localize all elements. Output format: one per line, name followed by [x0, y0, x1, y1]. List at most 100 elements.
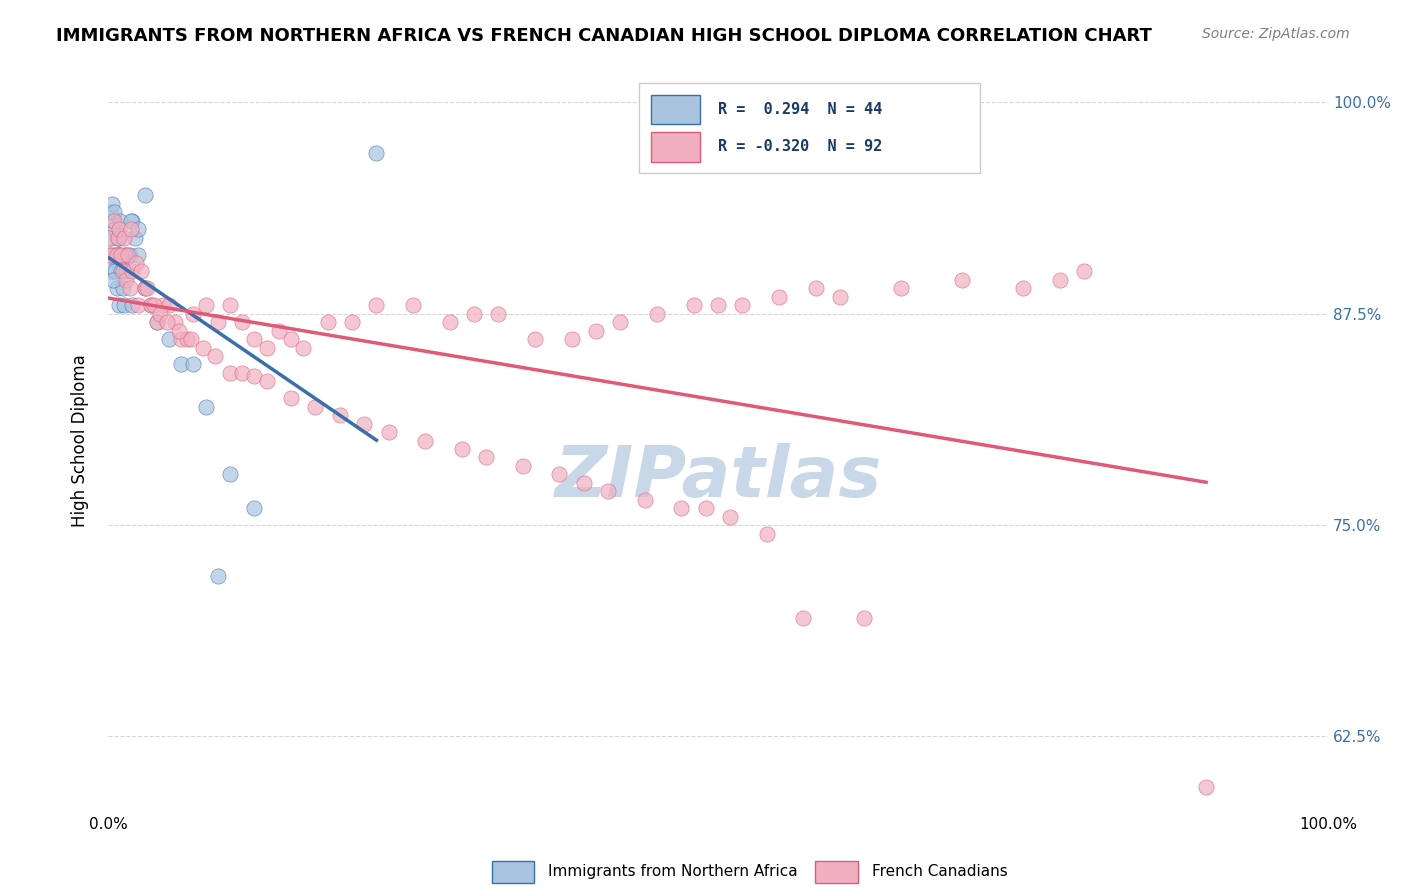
Y-axis label: High School Diploma: High School Diploma — [72, 354, 89, 527]
Point — [100, 205, 122, 219]
Point — [118, 247, 141, 261]
Point — [243, 369, 266, 384]
Point — [108, 213, 131, 227]
Point — [121, 264, 143, 278]
Point — [755, 526, 778, 541]
Point — [707, 298, 730, 312]
Point — [108, 298, 131, 312]
Point — [170, 332, 193, 346]
Text: R = -0.320  N = 92: R = -0.320 N = 92 — [718, 139, 883, 154]
Point — [143, 298, 166, 312]
Point — [100, 230, 122, 244]
Text: French Canadians: French Canadians — [872, 864, 1008, 879]
Point — [267, 324, 290, 338]
Point — [115, 273, 138, 287]
Point — [121, 213, 143, 227]
Point — [1195, 780, 1218, 794]
Point — [366, 146, 388, 161]
Point — [117, 247, 139, 261]
Point — [1012, 281, 1035, 295]
Point — [183, 307, 205, 321]
FancyBboxPatch shape — [638, 83, 980, 173]
Point — [548, 467, 571, 482]
Point — [152, 298, 174, 312]
Point — [890, 281, 912, 295]
Point — [121, 298, 143, 312]
Point — [561, 332, 583, 346]
Point — [111, 264, 134, 278]
Point — [524, 332, 547, 346]
Point — [104, 264, 127, 278]
Point — [157, 332, 180, 346]
Point — [439, 315, 461, 329]
Point — [100, 264, 122, 278]
Point — [101, 213, 124, 227]
Point — [256, 375, 278, 389]
Point — [118, 281, 141, 295]
Point — [280, 391, 302, 405]
Point — [165, 315, 187, 329]
Point — [98, 247, 121, 261]
Point — [731, 298, 754, 312]
Point — [950, 273, 973, 287]
FancyBboxPatch shape — [651, 95, 700, 124]
Point — [139, 298, 162, 312]
Point — [120, 222, 142, 236]
Point — [231, 315, 253, 329]
Point — [103, 213, 125, 227]
Point — [115, 264, 138, 278]
Point — [402, 298, 425, 312]
Point — [377, 425, 399, 439]
Point — [463, 307, 485, 321]
Text: ZIPatlas: ZIPatlas — [554, 443, 882, 512]
Point — [609, 315, 631, 329]
Point — [170, 358, 193, 372]
Point — [804, 281, 827, 295]
Point — [572, 475, 595, 490]
Point — [634, 492, 657, 507]
Point — [108, 247, 131, 261]
Point — [108, 247, 131, 261]
Point — [111, 281, 134, 295]
Point — [100, 196, 122, 211]
Point — [146, 315, 169, 329]
Text: Immigrants from Northern Africa: Immigrants from Northern Africa — [548, 864, 799, 879]
Point — [110, 264, 132, 278]
Point — [105, 281, 128, 295]
Point — [134, 188, 156, 202]
Point — [176, 332, 198, 346]
Point — [488, 307, 510, 321]
Point — [101, 273, 124, 287]
Point — [219, 298, 242, 312]
Point — [108, 230, 131, 244]
Point — [155, 315, 177, 329]
Point — [585, 324, 607, 338]
Point — [128, 298, 150, 312]
Point — [128, 222, 150, 236]
Point — [149, 307, 172, 321]
Point — [98, 230, 121, 244]
Point — [110, 247, 132, 261]
Point — [682, 298, 704, 312]
Point — [645, 307, 668, 321]
Point — [280, 332, 302, 346]
Point — [512, 458, 534, 473]
Point — [167, 324, 190, 338]
Point — [194, 298, 217, 312]
Point — [103, 205, 125, 219]
Point — [157, 298, 180, 312]
Point — [329, 408, 352, 422]
Point — [695, 501, 717, 516]
Point — [105, 247, 128, 261]
Point — [180, 332, 202, 346]
Text: IMMIGRANTS FROM NORTHERN AFRICA VS FRENCH CANADIAN HIGH SCHOOL DIPLOMA CORRELATI: IMMIGRANTS FROM NORTHERN AFRICA VS FRENC… — [56, 27, 1152, 45]
Point — [104, 222, 127, 236]
Point — [204, 349, 226, 363]
Point — [191, 341, 214, 355]
Point — [112, 298, 135, 312]
Point — [129, 264, 152, 278]
Point — [1073, 264, 1095, 278]
Point — [450, 442, 472, 456]
Point — [100, 247, 122, 261]
Point — [107, 247, 129, 261]
